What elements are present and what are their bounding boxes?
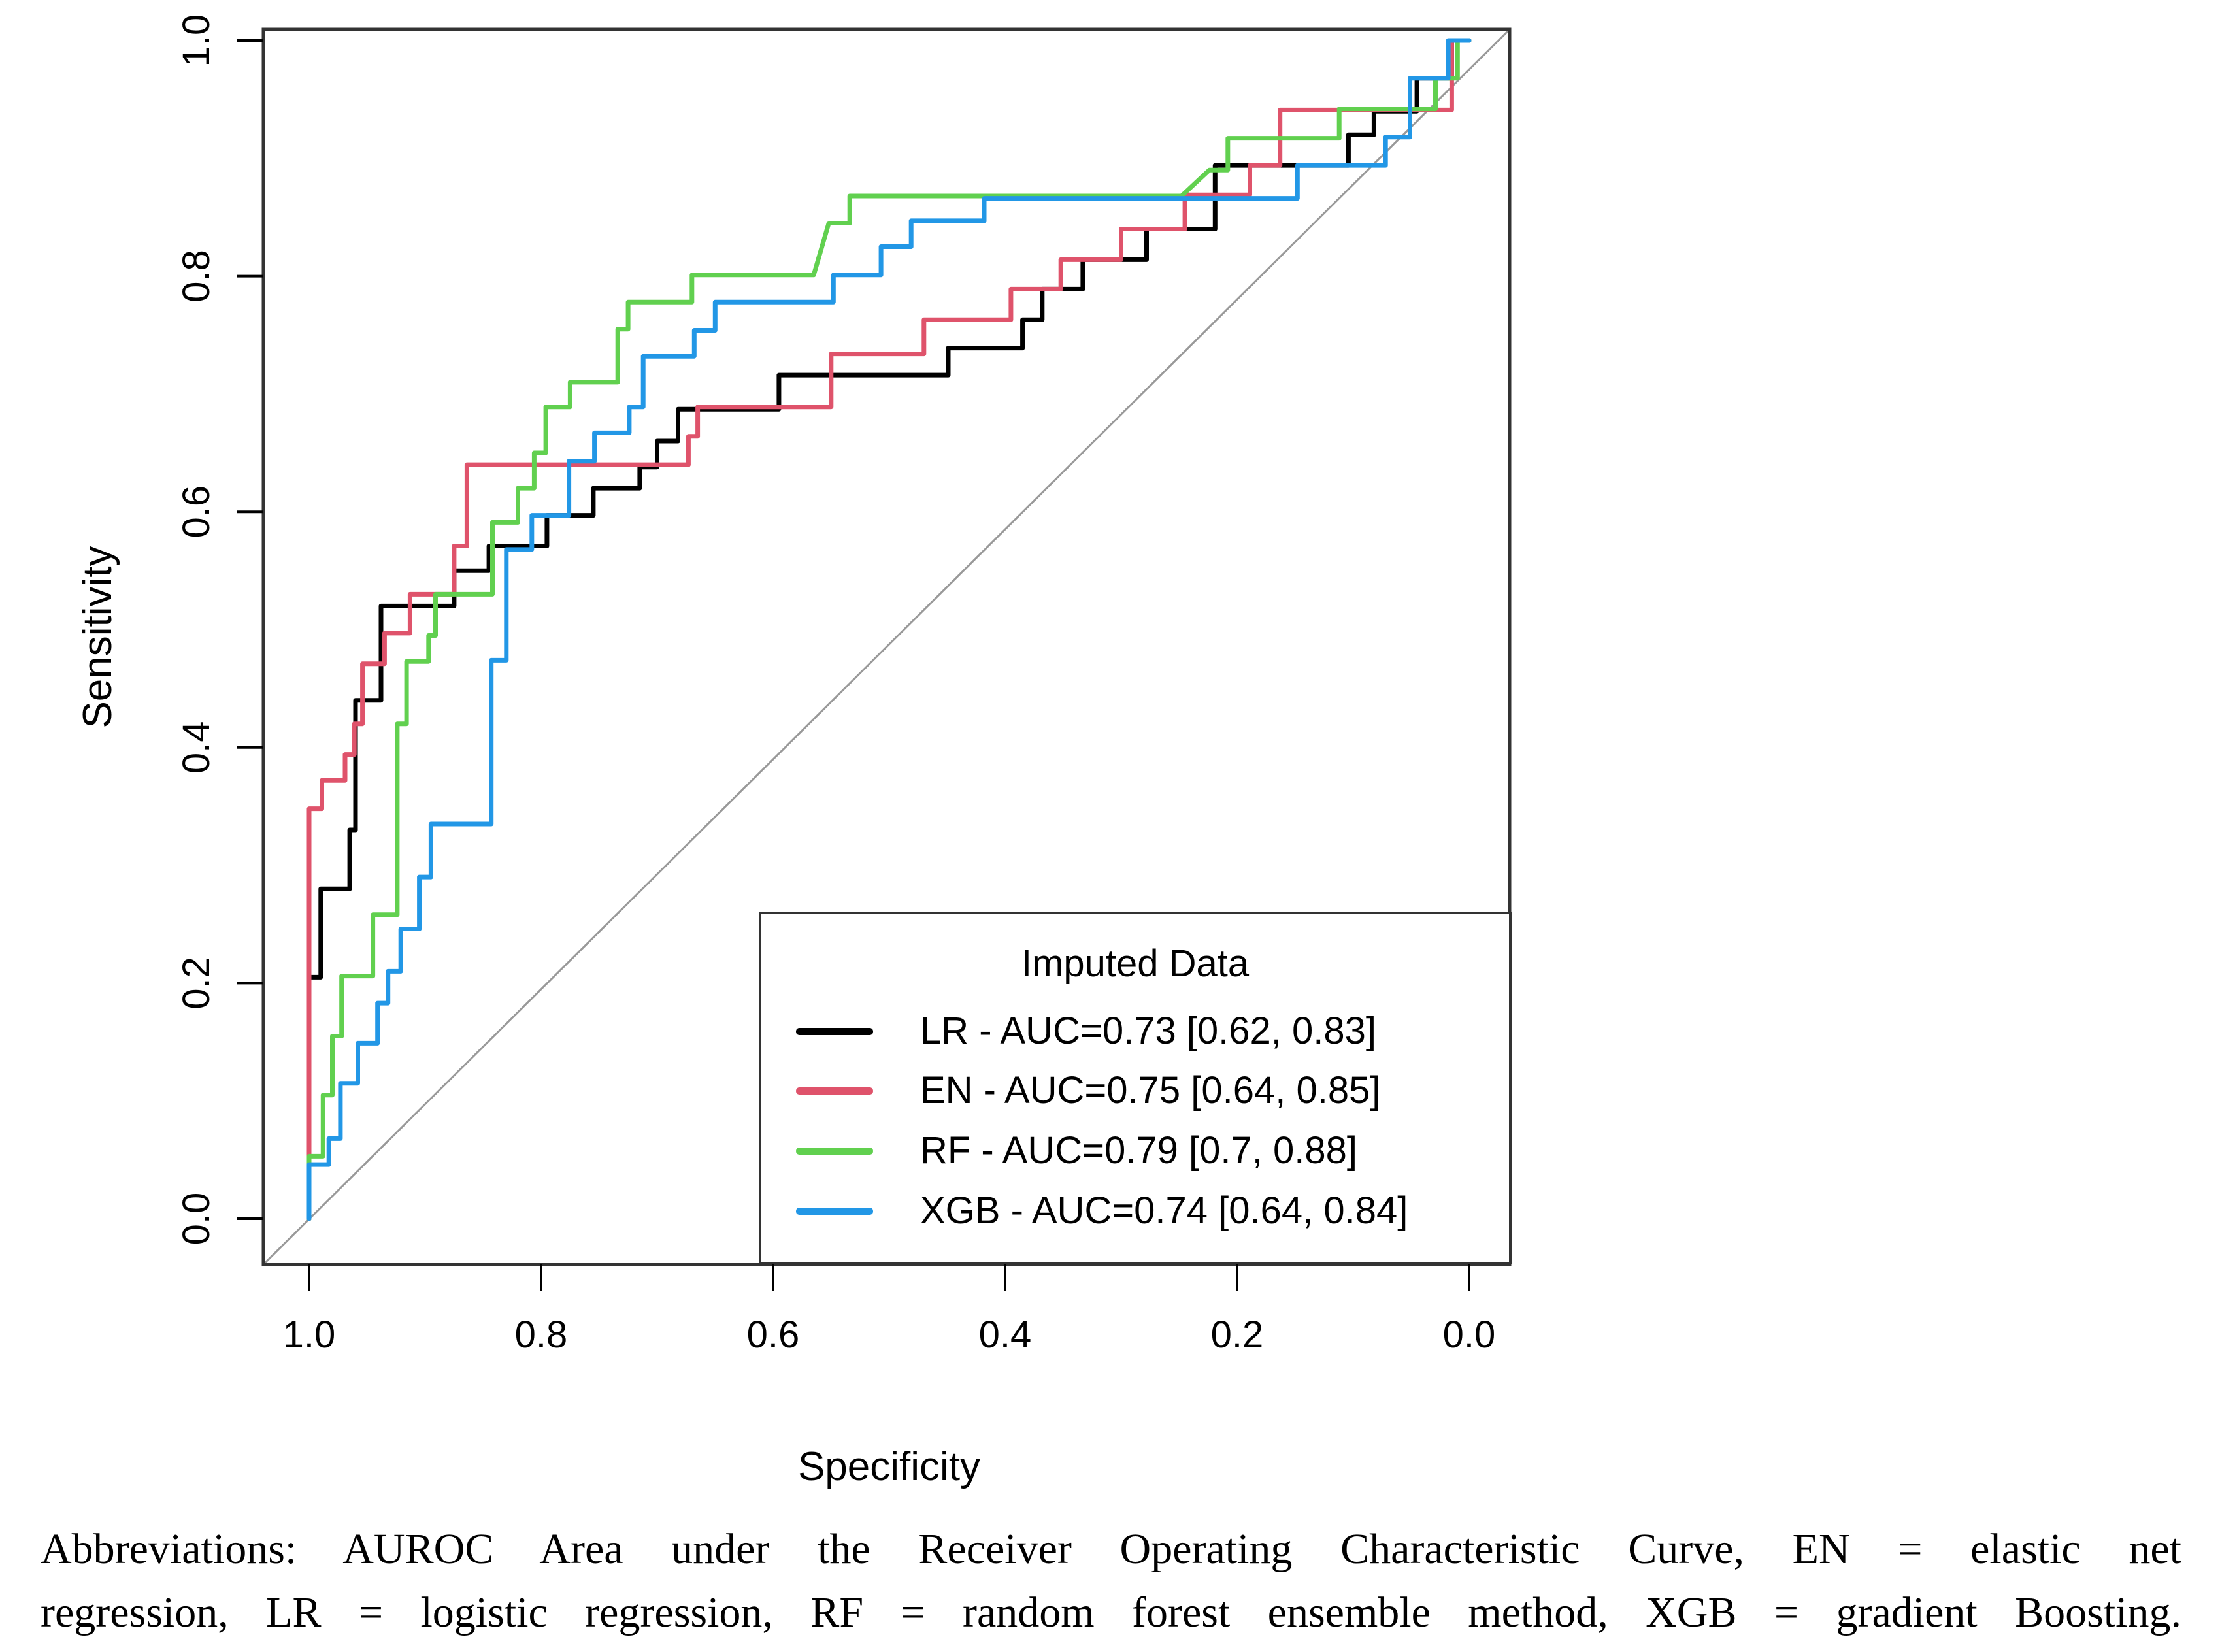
y-tick-label: 0.8 xyxy=(175,250,218,303)
x-tick-label: 0.2 xyxy=(1211,1313,1264,1356)
caption-line-1: Abbreviations: AUROC Area under the Rece… xyxy=(41,1525,2181,1573)
y-axis-title: Sensitivity xyxy=(75,546,120,728)
y-tick-label: 0.0 xyxy=(175,1193,218,1246)
y-tick-label: 0.4 xyxy=(175,721,218,774)
legend-row-rf: RF - AUC=0.79 [0.7, 0.88] xyxy=(761,1127,1509,1174)
legend-swatch-en xyxy=(796,1087,873,1095)
diagonal-reference-line xyxy=(262,28,1511,1266)
roc-curve-rf xyxy=(306,38,1472,1221)
x-tick-label: 0.6 xyxy=(747,1313,800,1356)
legend-swatch-xgb xyxy=(796,1208,873,1215)
axis-frame xyxy=(261,27,1512,1266)
roc-curve-xgb xyxy=(306,38,1472,1221)
x-tick-label: 0.4 xyxy=(979,1313,1032,1356)
legend-label-xgb: XGB - AUC=0.74 [0.64, 0.84] xyxy=(920,1189,1408,1232)
legend-swatch-lr xyxy=(796,1028,873,1035)
y-tick-label: 0.6 xyxy=(175,486,218,538)
roc-curve-en xyxy=(306,38,1472,1221)
roc-curve-lr xyxy=(306,38,1472,1221)
y-tick-label: 1.0 xyxy=(175,14,218,67)
y-tick-label: 0.2 xyxy=(175,957,218,1010)
x-tick-label: 1.0 xyxy=(283,1313,336,1356)
x-tick-label: 0.0 xyxy=(1443,1313,1496,1356)
legend-label-rf: RF - AUC=0.79 [0.7, 0.88] xyxy=(920,1129,1357,1172)
figure-caption: Abbreviations: AUROC Area under the Rece… xyxy=(41,1517,2181,1644)
legend-title: Imputed Data xyxy=(1021,942,1250,985)
legend-swatch-rf xyxy=(796,1148,873,1155)
legend-row-xgb: XGB - AUC=0.74 [0.64, 0.84] xyxy=(761,1187,1509,1234)
x-tick-label: 0.8 xyxy=(515,1313,568,1356)
legend-label-en: EN - AUC=0.75 [0.64, 0.85] xyxy=(920,1069,1381,1112)
legend-row-lr: LR - AUC=0.73 [0.62, 0.83] xyxy=(761,1008,1509,1055)
legend-label-lr: LR - AUC=0.73 [0.62, 0.83] xyxy=(920,1010,1377,1052)
caption-line-2: regression, LR = logistic regression, RF… xyxy=(41,1589,2181,1636)
legend-row-en: EN - AUC=0.75 [0.64, 0.85] xyxy=(761,1067,1509,1114)
legend-box: Imputed Data LR - AUC=0.73 [0.62, 0.83] … xyxy=(759,912,1512,1264)
x-axis-title: Specificity xyxy=(798,1444,980,1489)
